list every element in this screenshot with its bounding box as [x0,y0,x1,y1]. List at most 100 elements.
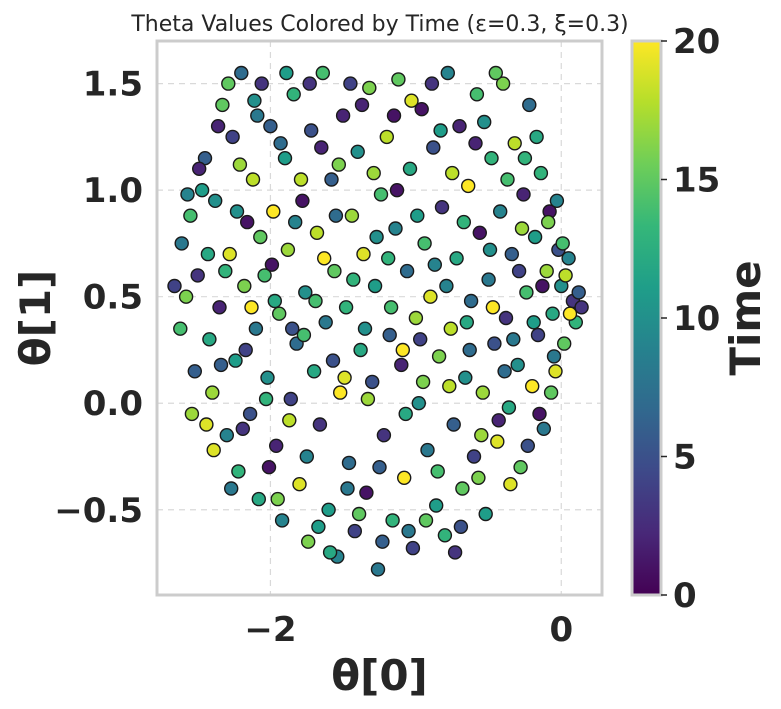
scatter-point [468,136,483,151]
scatter-point [238,342,253,358]
scatter-point [462,342,477,358]
scatter-point [549,193,565,209]
scatter-point [411,396,426,411]
x-axis-ticks: −2 0 [244,610,573,650]
scatter-point [260,370,275,385]
scatter-point [341,455,357,471]
plot-area-frame [155,39,604,597]
scatter-point [285,321,300,336]
scatter-point [394,357,409,373]
scatter-point [517,150,533,166]
scatter-point [356,246,371,262]
scatter-point [258,391,274,407]
scatter-point [312,417,328,432]
scatter-point [424,76,440,91]
scatter-point [493,204,508,219]
scatter-point [381,251,396,266]
x-tick-label: 0 [549,610,573,650]
scatter-point [328,208,344,223]
scatter-point [365,374,380,390]
colorbar-label: Time [721,260,770,375]
y-tick-label: 1.0 [83,171,143,211]
scatter-point [205,385,220,400]
scatter-point [327,263,342,279]
scatter-point [257,268,272,283]
scatter-point [279,65,294,81]
scatter-point [388,221,403,236]
scatter-point [221,76,236,91]
scatter-point [292,477,307,492]
scatter-point [525,379,540,394]
scatter-point [318,315,333,330]
scatter-point [536,421,551,436]
scatter-point [277,150,293,166]
scatter-point [261,460,277,475]
scatter-point [434,199,450,215]
scatter-point [558,268,573,283]
scatter-point [481,272,496,287]
scatter-point [410,208,425,223]
scatter-point [562,306,578,321]
scatter-point [516,187,531,202]
scatter-point [497,364,512,379]
scatter-point [199,417,214,432]
scatter-point [507,136,522,151]
scatter-point [491,413,506,428]
scatter-point [322,545,338,560]
scatter-point [244,300,259,315]
scatter-point [533,165,549,181]
scatter-point [231,464,246,479]
scatter-point [237,278,252,294]
y-axis-ticks: −0.5 0.0 0.5 1.0 1.5 [54,65,143,531]
scatter-point [247,93,262,108]
scatter-point [529,129,544,145]
scatter-point [477,114,492,130]
scatter-point [366,165,381,181]
scatter-point [223,481,239,496]
scatter-point [295,193,310,209]
scatter-point [453,519,469,534]
scatter-point [408,310,424,326]
x-tick-label: −2 [244,610,296,650]
scatter-point [530,327,546,343]
scatter-point [539,263,554,279]
scatter-point [478,506,493,522]
scatter-point [382,327,397,343]
scatter-point [401,523,416,539]
scatter-point [458,370,473,385]
scatter-point [344,208,360,223]
y-tick-label: −0.5 [54,491,143,531]
scatter-point [340,481,355,496]
scatter-point [375,534,390,549]
scatter-point [353,342,368,358]
scatter-point [449,251,464,266]
scatter-point [463,293,479,309]
scatter-point [501,400,517,415]
scatter-point [308,293,323,309]
scatter-point [443,321,458,336]
scatter-point [347,523,362,539]
scatter-point [229,204,245,219]
scatter-point [513,460,528,475]
scatter-point [228,353,243,368]
scatter-point [376,428,392,443]
scatter-point [475,385,490,400]
scatter-point [527,229,543,245]
scatter-point [395,342,410,358]
scatter-point [251,491,266,507]
scatter-point [506,332,521,347]
scatter-point [420,442,435,458]
scatter-point [520,438,535,453]
scatter-point [430,464,445,479]
scatter-point [314,140,329,155]
scatter-point [167,278,182,294]
scatter-point [207,193,223,209]
scatter-point [331,157,346,172]
scatter-point [272,306,287,321]
scatter-point [309,225,325,241]
colorbar-tick-label: 5 [673,438,697,478]
scatter-point [370,562,386,577]
scatter-point [245,172,261,187]
scatter-point [360,391,376,407]
scatter-point [173,321,188,336]
